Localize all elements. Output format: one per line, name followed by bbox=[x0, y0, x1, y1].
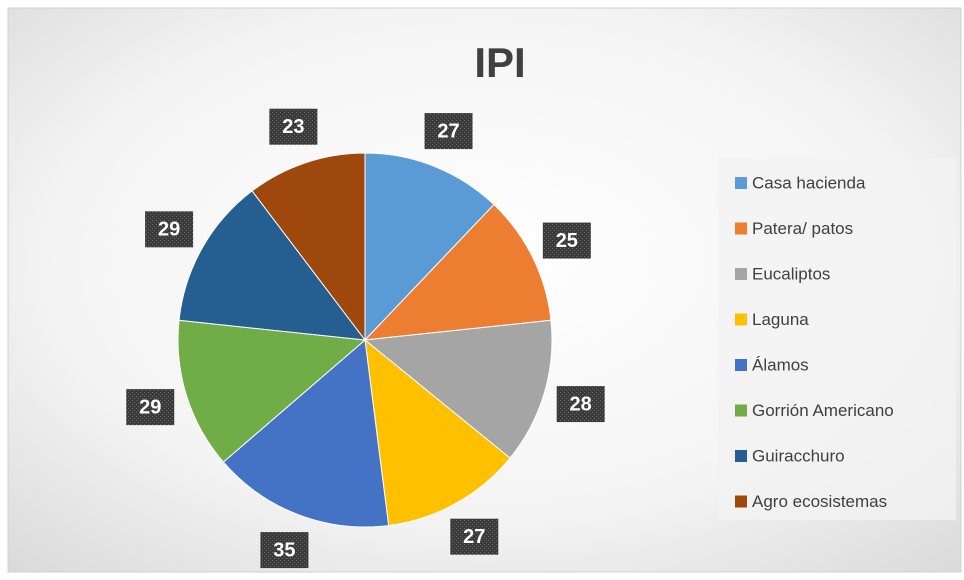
data-label-box bbox=[424, 113, 473, 150]
chart-title: IPI bbox=[474, 39, 525, 86]
pie-slice bbox=[177, 319, 367, 463]
legend-swatch bbox=[735, 222, 747, 235]
legend-label: Guiracchuro bbox=[752, 446, 845, 465]
legend-swatch bbox=[735, 313, 747, 326]
data-label: 27 bbox=[463, 526, 485, 548]
data-label-box bbox=[450, 518, 499, 555]
legend-swatch bbox=[735, 450, 747, 462]
legend-label: Casa hacienda bbox=[752, 173, 866, 192]
data-label: 35 bbox=[273, 539, 295, 561]
pie-slice bbox=[222, 339, 390, 528]
data-label: 25 bbox=[556, 230, 578, 252]
pie-slice bbox=[363, 203, 552, 341]
data-label-box bbox=[126, 389, 175, 426]
legend-box bbox=[718, 158, 956, 520]
data-label: 27 bbox=[437, 120, 459, 142]
data-label-box bbox=[542, 222, 591, 259]
data-label: 28 bbox=[570, 393, 592, 415]
data-label: 23 bbox=[282, 116, 304, 138]
pie-slice bbox=[364, 338, 511, 527]
pie-slice bbox=[364, 152, 495, 342]
legend-label: Eucaliptos bbox=[752, 264, 830, 283]
legend-label: Gorrión Americano bbox=[752, 401, 894, 420]
data-label-box bbox=[269, 108, 318, 145]
legend-label: Laguna bbox=[752, 310, 809, 329]
data-label-box bbox=[260, 532, 309, 569]
legend-label: Agro ecosistemas bbox=[752, 492, 887, 511]
legend-label: Patera/ patos bbox=[752, 219, 853, 238]
data-label-box bbox=[556, 386, 605, 423]
legend-label: Álamos bbox=[752, 355, 809, 374]
data-label: 29 bbox=[158, 219, 180, 241]
pie-slice bbox=[251, 152, 366, 342]
legend-swatch bbox=[735, 495, 747, 508]
legend-swatch bbox=[735, 268, 747, 280]
pie-slice bbox=[178, 190, 367, 341]
pie-slice bbox=[363, 319, 553, 459]
legend-swatch bbox=[735, 404, 747, 417]
data-label: 29 bbox=[139, 396, 161, 418]
legend-swatch bbox=[735, 177, 747, 189]
legend-swatch bbox=[735, 359, 747, 371]
data-label-box bbox=[145, 211, 194, 248]
